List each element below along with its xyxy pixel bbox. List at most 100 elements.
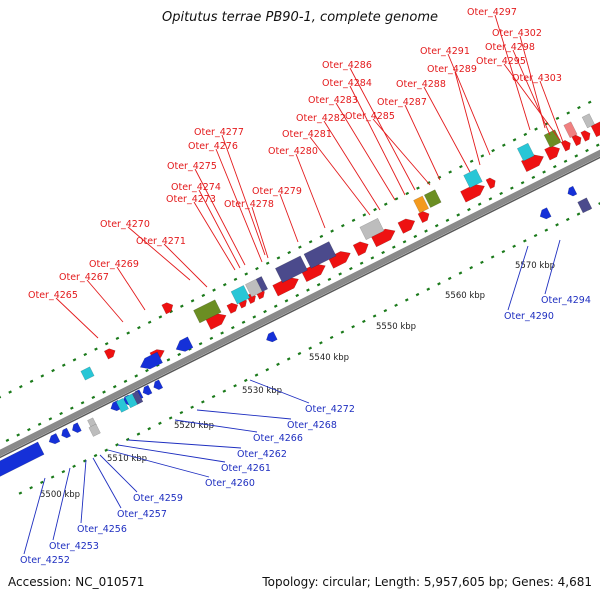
reverse-gene-label[interactable]: Oter_4272 — [305, 404, 355, 415]
forward-gene-label[interactable]: Oter_4265 — [28, 290, 78, 301]
forward-gene-label[interactable]: Oter_4276 — [188, 141, 238, 152]
forward-gene-label[interactable]: Oter_4279 — [252, 186, 302, 197]
forward-gene-label[interactable]: Oter_4274 — [171, 182, 221, 193]
forward-gene[interactable] — [352, 241, 369, 257]
reverse-gene-label[interactable]: Oter_4290 — [504, 311, 554, 322]
forward-gene[interactable] — [571, 134, 582, 147]
reverse-label-leader — [92, 457, 122, 509]
forward-gene[interactable] — [485, 177, 496, 190]
feature-box[interactable] — [423, 189, 442, 208]
reverse-gene-label[interactable]: Oter_4259 — [133, 493, 183, 504]
reverse-gene[interactable] — [0, 441, 45, 482]
reverse-gene-label[interactable]: Oter_4262 — [237, 449, 287, 460]
reverse-gene[interactable] — [61, 427, 72, 439]
reverse-tick-track-mark — [104, 448, 109, 452]
forward-gene[interactable] — [226, 302, 239, 314]
forward-gene-label[interactable]: Oter_4271 — [136, 236, 186, 247]
reverse-gene-label[interactable]: Oter_4260 — [205, 478, 255, 489]
forward-gene-label[interactable]: Oter_4295 — [476, 56, 526, 67]
reverse-gene-label[interactable]: Oter_4257 — [117, 509, 167, 520]
forward-gene[interactable] — [590, 112, 600, 138]
genome-backbone-edge — [0, 156, 600, 459]
forward-gene[interactable] — [460, 184, 485, 203]
genome-backbone — [0, 149, 600, 457]
forward-gene-label[interactable]: Oter_4280 — [268, 146, 318, 157]
forward-gene[interactable] — [580, 130, 591, 142]
reverse-gene[interactable] — [153, 379, 164, 391]
forward-gene-label[interactable]: Oter_4281 — [282, 129, 332, 140]
reverse-tick-track-mark — [179, 410, 184, 415]
feature-box[interactable] — [577, 197, 593, 214]
forward-gene-label[interactable]: Oter_4302 — [492, 28, 542, 39]
reverse-gene-label[interactable]: Oter_4266 — [253, 433, 303, 444]
reverse-gene[interactable] — [175, 336, 194, 352]
feature-box[interactable] — [193, 299, 222, 324]
forward-gene-label[interactable]: Oter_4284 — [322, 78, 372, 89]
forward-gene-label[interactable]: Oter_4286 — [322, 60, 372, 71]
forward-label-leader — [349, 85, 406, 196]
feature-box[interactable] — [274, 255, 308, 284]
reverse-gene-label[interactable]: Oter_4261 — [221, 463, 271, 474]
reverse-label-leader — [80, 459, 87, 524]
forward-label-leader — [163, 243, 208, 288]
feature-box[interactable] — [115, 397, 129, 413]
forward-gene-label[interactable]: Oter_4291 — [420, 46, 470, 57]
reverse-gene[interactable] — [567, 185, 578, 197]
reverse-tick-track-mark — [158, 421, 162, 425]
forward-gene-label[interactable]: Oter_4269 — [89, 259, 139, 270]
reverse-gene[interactable] — [48, 433, 61, 445]
reverse-gene[interactable] — [139, 351, 163, 370]
forward-gene-label[interactable]: Oter_4282 — [296, 113, 346, 124]
feature-box[interactable] — [88, 423, 101, 437]
forward-tick-track-mark — [115, 336, 120, 341]
forward-gene[interactable] — [103, 348, 116, 360]
feature-box[interactable] — [131, 390, 144, 405]
inner-tick-track-mark — [359, 261, 364, 265]
forward-gene-label[interactable]: Oter_4275 — [167, 161, 217, 172]
forward-gene-label[interactable]: Oter_4303 — [512, 73, 562, 84]
forward-tick-track-mark — [491, 148, 495, 153]
reverse-gene[interactable] — [142, 384, 153, 396]
forward-gene-label[interactable]: Oter_4283 — [308, 95, 358, 106]
feature-box[interactable] — [80, 366, 95, 381]
reverse-gene-label[interactable]: Oter_4268 — [287, 420, 337, 431]
forward-label-leader — [194, 168, 246, 266]
forward-gene-label[interactable]: Oter_4297 — [467, 7, 517, 18]
reverse-gene[interactable] — [71, 422, 82, 433]
forward-gene-label[interactable]: Oter_4267 — [59, 272, 109, 283]
reverse-gene-label[interactable]: Oter_4294 — [541, 295, 591, 306]
feature-box[interactable] — [581, 113, 595, 129]
forward-gene-label[interactable]: Oter_4273 — [166, 194, 216, 205]
forward-gene-label[interactable]: Oter_4298 — [485, 42, 535, 53]
feature-box[interactable] — [303, 241, 337, 269]
feature-box[interactable] — [230, 285, 251, 305]
reverse-gene-label[interactable]: Oter_4253 — [49, 541, 99, 552]
forward-gene-label[interactable]: Oter_4287 — [377, 97, 427, 108]
forward-gene-label[interactable]: Oter_4285 — [345, 111, 395, 122]
forward-gene-label[interactable]: Oter_4289 — [427, 64, 477, 75]
reverse-gene-label[interactable]: Oter_4256 — [77, 524, 127, 535]
forward-gene-label[interactable]: Oter_4270 — [100, 219, 150, 230]
feature-box[interactable] — [359, 217, 385, 241]
inner-tick-track-mark — [295, 293, 300, 298]
scale-label: 5540 kbp — [309, 353, 349, 363]
reverse-tick-track-mark — [254, 373, 259, 377]
feature-box[interactable] — [255, 276, 269, 292]
forward-gene-label[interactable]: Oter_4278 — [224, 199, 274, 210]
feature-box[interactable] — [463, 168, 483, 189]
feature-box[interactable] — [563, 121, 578, 139]
reverse-gene[interactable] — [539, 207, 552, 220]
forward-gene[interactable] — [544, 145, 561, 161]
accession-label: Accession: NC_010571 — [8, 575, 145, 589]
feature-box[interactable] — [413, 195, 430, 214]
reverse-gene[interactable] — [266, 331, 278, 343]
forward-gene[interactable] — [161, 302, 174, 315]
forward-gene-label[interactable]: Oter_4277 — [194, 127, 244, 138]
forward-tick-track-mark — [212, 288, 216, 292]
feature-box[interactable] — [516, 142, 535, 162]
forward-gene[interactable] — [397, 218, 416, 234]
reverse-gene-label[interactable]: Oter_4252 — [20, 555, 70, 566]
forward-gene-label[interactable]: Oter_4288 — [396, 79, 446, 90]
forward-tick-track-mark — [158, 315, 163, 319]
